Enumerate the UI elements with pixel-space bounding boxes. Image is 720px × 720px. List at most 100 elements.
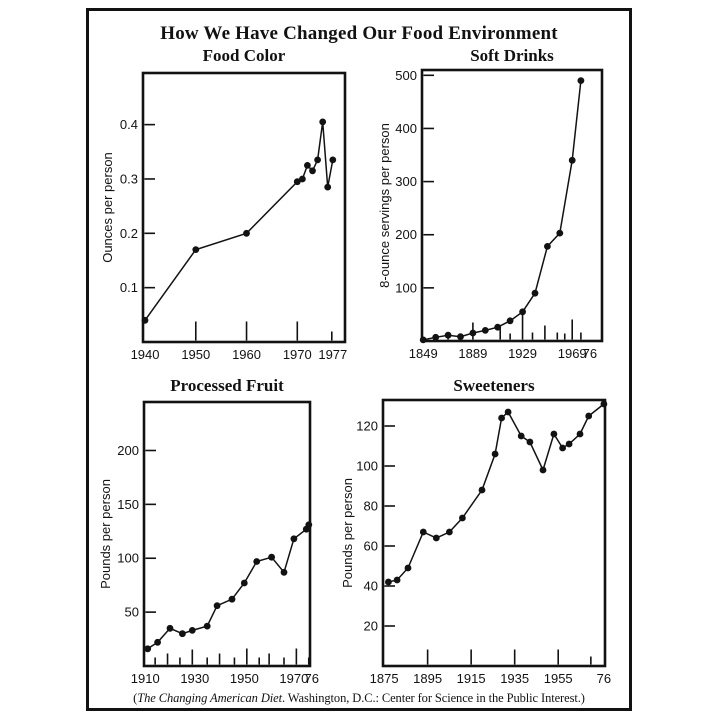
y-tick-label: 0.2 bbox=[120, 226, 138, 241]
y-tick-label: 20 bbox=[364, 619, 378, 634]
data-line bbox=[388, 403, 605, 583]
data-point bbox=[243, 229, 250, 237]
x-tick-label: 1875 bbox=[370, 671, 399, 686]
y-tick-label: 200 bbox=[117, 443, 139, 458]
x-tick-label: 1930 bbox=[180, 671, 209, 686]
data-point bbox=[576, 430, 584, 438]
data-point bbox=[517, 432, 525, 440]
data-point bbox=[228, 595, 236, 603]
data-point bbox=[253, 558, 261, 565]
y-tick-label: 100 bbox=[117, 551, 139, 566]
y-axis-label: 8-ounce servings per person bbox=[377, 123, 392, 288]
x-tick-label: 1960 bbox=[232, 347, 261, 362]
y-tick-label: 0.4 bbox=[120, 117, 138, 132]
data-point bbox=[459, 514, 466, 522]
data-point bbox=[519, 308, 526, 316]
y-axis-label: Pounds per person bbox=[98, 479, 113, 589]
y-tick-label: 0.1 bbox=[120, 280, 138, 295]
source-caption: (The Changing American Diet. Washington,… bbox=[86, 691, 632, 706]
x-tick-label: 1955 bbox=[544, 671, 573, 686]
x-tick-label: 1895 bbox=[413, 671, 442, 686]
y-tick-label: 500 bbox=[395, 68, 417, 83]
data-point bbox=[314, 156, 321, 164]
y-tick-label: 100 bbox=[395, 280, 417, 295]
data-point bbox=[491, 450, 499, 458]
data-point bbox=[419, 336, 427, 344]
data-point bbox=[432, 534, 440, 542]
x-tick-label: 1889 bbox=[458, 346, 487, 361]
data-point bbox=[319, 118, 327, 126]
chart-title-soft-drinks: Soft Drinks bbox=[470, 46, 554, 65]
data-point bbox=[393, 576, 401, 584]
y-tick-label: 150 bbox=[117, 497, 139, 512]
data-point bbox=[498, 414, 505, 422]
x-tick-label: 1970 bbox=[279, 671, 308, 686]
data-point bbox=[526, 438, 534, 446]
x-tick-label: 1970 bbox=[283, 347, 312, 362]
x-tick-label: 1969 bbox=[558, 346, 587, 361]
data-point bbox=[469, 329, 477, 337]
y-tick-label: 100 bbox=[356, 459, 378, 474]
data-point bbox=[141, 316, 149, 324]
data-point bbox=[539, 466, 547, 474]
data-point bbox=[481, 327, 489, 334]
data-point bbox=[544, 243, 551, 250]
data-point bbox=[446, 528, 453, 536]
y-tick-label: 40 bbox=[364, 579, 378, 594]
chart-sweeteners: 20 40 60 80 100 120 1875 1895 1915 1935 1955 76 Poun… bbox=[340, 398, 611, 686]
y-tick-label: 400 bbox=[395, 121, 417, 136]
x-tick-label: 76 bbox=[597, 671, 611, 686]
x-tick-label: 76 bbox=[305, 671, 319, 686]
data-point bbox=[565, 440, 573, 448]
y-tick-label: 60 bbox=[364, 539, 378, 554]
data-point bbox=[494, 323, 502, 331]
data-point bbox=[531, 289, 539, 297]
data-point bbox=[600, 400, 608, 408]
x-tick-label: 1915 bbox=[457, 671, 486, 686]
data-line bbox=[423, 80, 582, 341]
data-point bbox=[404, 564, 412, 572]
chart-title-sweeteners: Sweeteners bbox=[453, 376, 535, 395]
data-point bbox=[550, 430, 558, 438]
plot-frame bbox=[420, 68, 604, 343]
caption-open-paren: ( bbox=[133, 691, 138, 705]
data-point bbox=[305, 521, 313, 529]
x-tick-label: 1910 bbox=[131, 671, 160, 686]
page-border bbox=[86, 8, 632, 711]
y-tick-label: 120 bbox=[356, 419, 378, 434]
data-point bbox=[240, 579, 248, 587]
y-tick-label: 300 bbox=[395, 174, 417, 189]
plot-frame bbox=[142, 400, 312, 668]
data-point bbox=[280, 568, 288, 576]
caption-book-title: The Changing American Diet bbox=[137, 691, 282, 705]
data-point bbox=[329, 156, 337, 164]
data-point bbox=[293, 178, 301, 186]
chart-title-food-color: Food Color bbox=[202, 46, 286, 65]
y-tick-label: 80 bbox=[364, 499, 378, 514]
y-axis-label: Pounds per person bbox=[340, 478, 355, 588]
data-point bbox=[192, 246, 200, 254]
x-tick-label: 1929 bbox=[508, 346, 537, 361]
data-point bbox=[504, 408, 512, 416]
data-point bbox=[432, 333, 440, 341]
page-title: How We Have Changed Our Food Environment bbox=[160, 23, 558, 44]
plot-frame bbox=[141, 71, 347, 344]
data-point bbox=[188, 627, 196, 634]
y-tick-label: 50 bbox=[125, 605, 139, 620]
chart-title-processed-fruit: Processed Fruit bbox=[170, 376, 284, 395]
data-point bbox=[309, 167, 316, 175]
x-tick-label: 1935 bbox=[500, 671, 529, 686]
data-point bbox=[304, 162, 311, 169]
x-tick-label: 1950 bbox=[181, 347, 210, 362]
data-point bbox=[577, 77, 585, 84]
data-point bbox=[444, 331, 452, 339]
data-point bbox=[385, 578, 392, 586]
data-point bbox=[478, 486, 486, 494]
data-point bbox=[290, 535, 298, 543]
y-tick-label: 0.3 bbox=[120, 171, 138, 186]
data-point bbox=[324, 183, 332, 191]
data-point bbox=[585, 412, 593, 420]
